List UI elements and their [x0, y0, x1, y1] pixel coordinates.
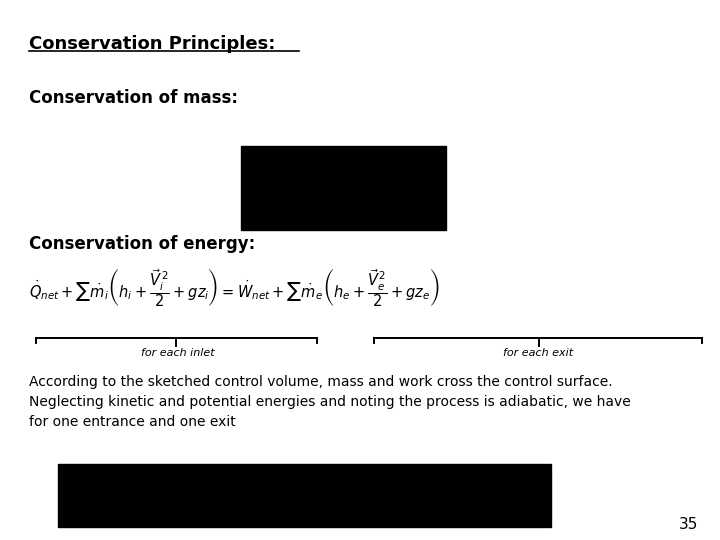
Text: Conservation Principles:: Conservation Principles:: [29, 35, 275, 53]
Text: for each inlet: for each inlet: [141, 348, 215, 359]
Text: Conservation of mass:: Conservation of mass:: [29, 89, 238, 107]
Text: Conservation of energy:: Conservation of energy:: [29, 235, 255, 253]
Text: for each exit: for each exit: [503, 348, 574, 359]
FancyBboxPatch shape: [241, 146, 446, 230]
Text: $\dot{Q}_{net} + \sum \dot{m}_i \left( h_i + \dfrac{\vec{V}_i^{\,2}}{2} + gz_i \: $\dot{Q}_{net} + \sum \dot{m}_i \left( h…: [29, 267, 440, 309]
Text: 35: 35: [679, 517, 698, 532]
FancyBboxPatch shape: [58, 464, 551, 526]
Text: According to the sketched control volume, mass and work cross the control surfac: According to the sketched control volume…: [29, 375, 631, 429]
